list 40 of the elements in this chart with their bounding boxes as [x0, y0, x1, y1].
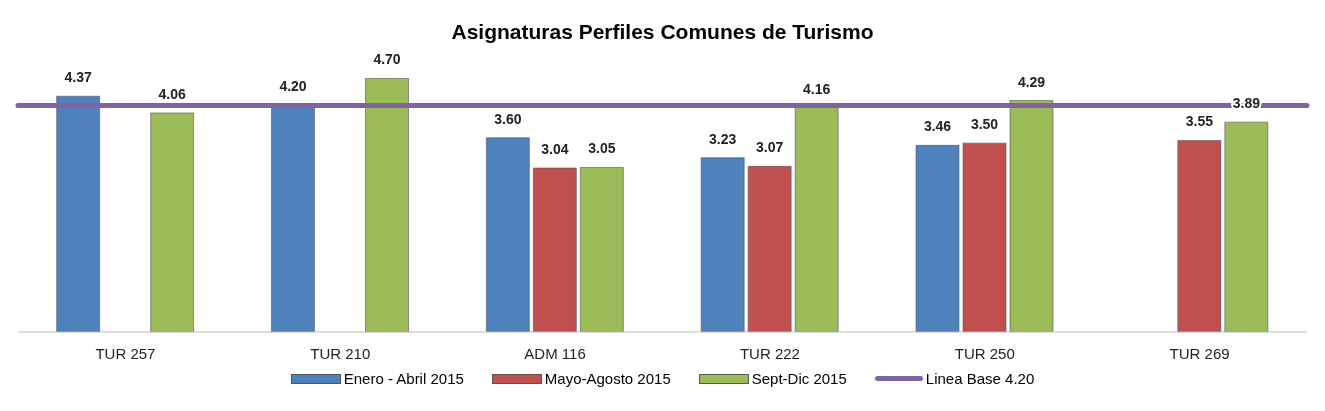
- bar: [915, 145, 960, 332]
- data-label: 4.37: [64, 69, 93, 86]
- data-label: 3.60: [494, 110, 522, 127]
- data-label: 4.20: [279, 78, 307, 95]
- x-tick-label: TUR 222: [739, 344, 800, 362]
- legend-label: Enero - Abril 2015: [342, 370, 464, 387]
- bar: [365, 78, 409, 332]
- bar: [1009, 100, 1054, 332]
- data-label: 3.23: [709, 130, 737, 147]
- bar: [150, 112, 194, 332]
- legend-label: Sept-Dic 2015: [750, 370, 847, 387]
- data-label: 4.06: [158, 85, 187, 102]
- bar: [962, 142, 1007, 332]
- data-label: 3.55: [1185, 113, 1214, 130]
- bar: [271, 105, 315, 332]
- legend-label: Mayo-Agosto 2015: [543, 370, 671, 387]
- bar: [747, 166, 792, 332]
- data-label: 3.50: [970, 116, 999, 133]
- bar: [1177, 140, 1222, 332]
- bar: [1224, 121, 1269, 332]
- data-label: 3.07: [756, 139, 784, 156]
- x-tick-label: TUR 257: [95, 344, 156, 362]
- data-label: 4.70: [373, 51, 401, 68]
- x-tick-label: TUR 269: [1169, 344, 1230, 362]
- bar: [794, 107, 839, 332]
- data-label: 3.04: [541, 140, 569, 157]
- data-label: 3.05: [588, 140, 616, 157]
- x-tick-label: TUR 250: [954, 344, 1015, 362]
- bar: [533, 167, 577, 332]
- bar: [700, 157, 745, 332]
- bar: [580, 167, 624, 332]
- data-label: 3.46: [923, 118, 952, 135]
- bar: [56, 95, 100, 332]
- x-tick-label: TUR 210: [310, 344, 371, 362]
- chart-title: Asignaturas Perfiles Comunes de Turismo: [451, 20, 874, 43]
- data-label: 4.29: [1017, 73, 1046, 90]
- x-tick-label: ADM 116: [524, 344, 586, 362]
- legend-label: Linea Base 4.20: [924, 370, 1035, 387]
- bar: [486, 137, 530, 332]
- data-label: 4.16: [803, 80, 831, 97]
